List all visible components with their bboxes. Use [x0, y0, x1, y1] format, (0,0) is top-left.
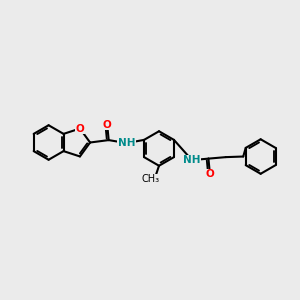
Text: O: O [206, 169, 214, 179]
Text: O: O [76, 124, 84, 134]
Text: CH₃: CH₃ [142, 174, 160, 184]
Text: O: O [103, 119, 112, 130]
Text: NH: NH [118, 138, 135, 148]
Text: NH: NH [183, 155, 201, 165]
